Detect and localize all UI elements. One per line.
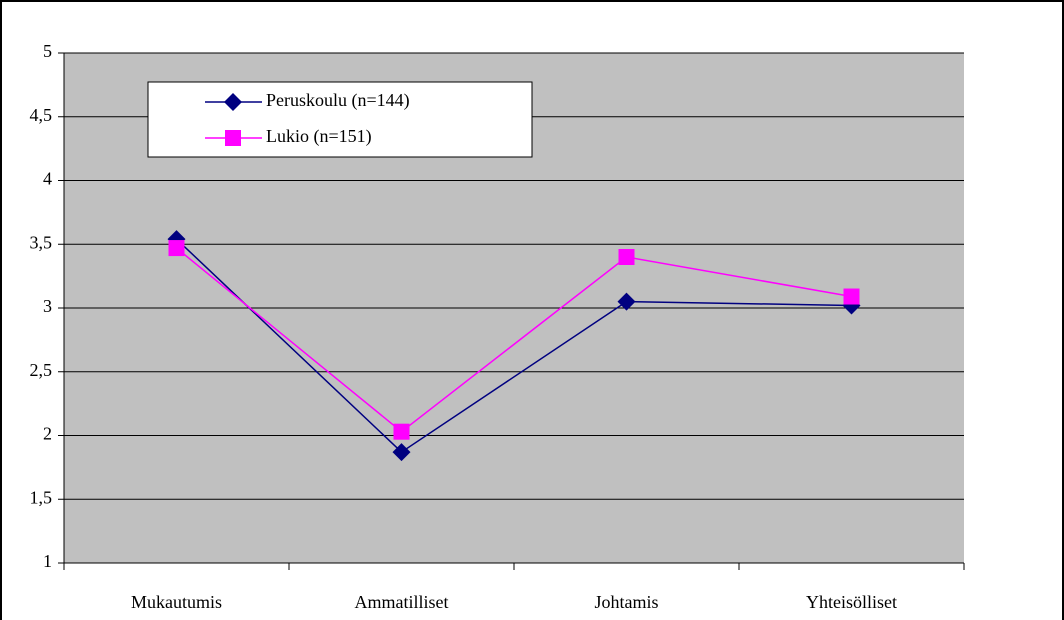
x-tick-label: Mukautumis	[131, 592, 222, 612]
legend-label: Lukio (n=151)	[266, 126, 372, 147]
marker	[224, 93, 242, 111]
legend-label: Peruskoulu (n=144)	[266, 90, 410, 111]
y-tick-label: 5	[43, 41, 52, 61]
x-tick-label: Johtamis	[594, 592, 658, 612]
marker	[393, 423, 410, 440]
marker	[618, 249, 635, 265]
y-tick-label: 1	[43, 551, 52, 571]
y-tick-label: 2,5	[30, 360, 53, 380]
x-tick-label: Yhteisölliset	[806, 592, 897, 612]
marker	[168, 240, 185, 257]
y-tick-label: 3,5	[30, 232, 53, 252]
legend-box	[147, 81, 533, 158]
marker	[392, 443, 411, 462]
marker	[843, 288, 860, 305]
y-tick-label: 4,5	[30, 105, 53, 125]
x-tick-label: Ammatilliset	[355, 592, 449, 612]
y-tick-label: 4	[43, 169, 52, 189]
marker	[617, 292, 636, 311]
series-line	[176, 247, 852, 433]
marker	[225, 130, 241, 146]
y-tick-label: 3	[43, 296, 52, 316]
y-tick-label: 1,5	[30, 487, 53, 507]
y-tick-label: 2	[43, 424, 52, 444]
series-line	[175, 238, 852, 454]
